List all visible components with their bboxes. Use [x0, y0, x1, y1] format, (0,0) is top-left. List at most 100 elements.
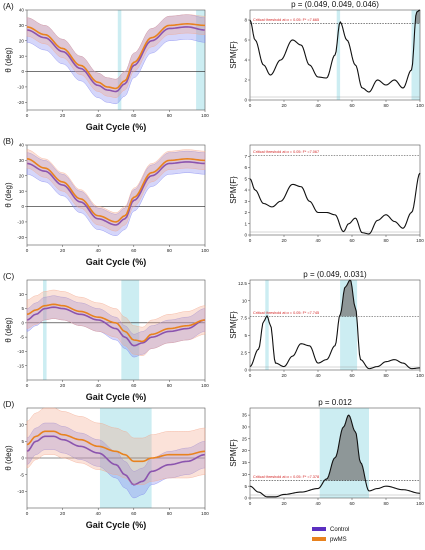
- panel-a-left-band-pwms: [26, 14, 206, 98]
- panel-d-right-ytick-label-1: 5: [244, 484, 247, 489]
- panel-a-left-ytick-label-3: 10: [19, 54, 25, 59]
- panel-c-right-xtick-label-4: 80: [383, 373, 389, 378]
- panel-b-right-ytick-label-7: 7: [244, 154, 247, 159]
- panel-b-left-ytick-label-6: 40: [19, 143, 25, 148]
- row-label-2: (C): [3, 272, 14, 281]
- panel-d-left-ytick-label-1: -5: [20, 472, 25, 477]
- panel-a-right-xtick-label-4: 80: [383, 103, 389, 108]
- panel-c-left-highlight-0: [43, 280, 47, 380]
- panel-d-right-ytick-label-4: 20: [242, 448, 248, 453]
- panel-b-right-spm-line: [249, 172, 421, 235]
- panel-d-left-ytick-label-2: 0: [21, 456, 24, 461]
- panel-a-right-ytick-label-3: 6: [244, 38, 247, 43]
- panel-b-left-band-control: [26, 150, 206, 237]
- panel-a-left-ylabel: θ (deg): [4, 47, 13, 73]
- panel-b-left-ytick-label-3: 10: [19, 189, 25, 194]
- panel-c-right-ytick-label-5: 12.5: [238, 281, 247, 286]
- panel-b-left-ytick-label-0: -20: [17, 235, 24, 240]
- panel-b-left-xtick-label-5: 100: [201, 248, 209, 253]
- panel-a-right-frame: [249, 9, 421, 101]
- legend-label-pwms: pwMS: [330, 537, 347, 543]
- panel-a-right-ytick-label-2: 4: [244, 58, 247, 63]
- legend-label-control: Control: [330, 527, 349, 533]
- panel-c-right-xtick-label-2: 40: [315, 373, 321, 378]
- panel-b-right-xtick-label-4: 80: [383, 238, 389, 243]
- panel-a-right-xtick-label-0: 0: [249, 103, 252, 108]
- panel-b-right-ylabel: SPM{F}: [229, 176, 238, 204]
- panel-d-right-xtick-label-0: 0: [249, 501, 252, 506]
- panel-b-left-ylabel: θ (deg): [4, 182, 13, 208]
- panel-a-right-xtick-label-3: 60: [349, 103, 355, 108]
- panel-c-left-ytick-label-5: 10: [19, 292, 25, 297]
- panel-b-right-panel: 0 20 40 60 80 100 0 1 2 3 4 5 6 7 SPM{F} Critical thres…: [229, 144, 424, 243]
- panel-b-left-xtick-label-2: 40: [96, 248, 102, 253]
- panel-c-left-highlight-1: [121, 280, 140, 380]
- panel-c-right-ytick-label-3: 7.5: [241, 316, 248, 321]
- panel-b-left-frame: [26, 144, 206, 246]
- panel-a-right-xtick-label-1: 20: [281, 103, 287, 108]
- panel-d-right-ytick-label-5: 25: [242, 436, 248, 441]
- panel-c-right-ytick-label-0: 0: [244, 368, 247, 373]
- panel-c-right-highlight-0: [265, 280, 269, 370]
- panel-b-left-band-pwms: [26, 149, 206, 232]
- panel-d-left-panel: 0 20 40 60 80 100 -10 -5 0 5 10 Gait Cycle (%) θ (de…: [3, 400, 209, 530]
- panel-c-left-xlabel: Gait Cycle (%): [86, 392, 147, 402]
- panel-a-right-crit-label: Critical threshold at α = 0.05: F* =7.66…: [253, 18, 319, 22]
- panel-a-left-xtick-label-3: 60: [131, 113, 137, 118]
- panel-a-left-ytick-label-6: 40: [19, 8, 25, 13]
- panel-a-right-xtick-label-5: 100: [416, 103, 424, 108]
- panel-a-left-xlabel: Gait Cycle (%): [86, 122, 147, 132]
- panel-b-right-ytick-label-2: 2: [244, 210, 247, 215]
- panel-c-right-ylabel: SPM{F}: [229, 311, 238, 339]
- panel-c-right-ytick-label-4: 10: [242, 298, 248, 303]
- panel-d-right-pvalue-title: p = 0.012: [318, 398, 352, 407]
- panel-a-left-xtick-label-2: 40: [96, 113, 102, 118]
- panel-c-right-ytick-label-1: 2.5: [241, 350, 248, 355]
- panel-d-right-crit-label: Critical threshold at α = 0.05: F* =7.37…: [253, 475, 319, 479]
- panel-d-left-band-pwms: [26, 407, 206, 485]
- panel-a-right-highlight-0: [336, 10, 341, 100]
- panel-c-right-crit-label: Critical threshold at α = 0.05: F* =7.74…: [253, 311, 319, 315]
- panel-d-right-xtick-label-1: 20: [281, 501, 287, 506]
- panel-c-right-panel: 0 20 40 60 80 100 0 2.5 5 7.5 10 12.5 SPM{F} Critical…: [229, 270, 424, 378]
- panel-d-left-xtick-label-5: 100: [201, 511, 209, 516]
- panel-d-right-ytick-label-3: 15: [242, 460, 248, 465]
- row-label-1: (B): [3, 137, 14, 146]
- panel-d-left-xtick-label-4: 80: [167, 511, 173, 516]
- panel-b-right-xtick-label-3: 60: [349, 238, 355, 243]
- panel-a-right-ylabel: SPM{F}: [229, 41, 238, 69]
- panel-a-right-pvalue-title: p = (0.049, 0.049, 0.046): [291, 0, 379, 9]
- panel-a-left-ytick-label-4: 20: [19, 38, 25, 43]
- panel-a-left-highlight-1: [196, 10, 205, 110]
- panel-a-left-frame: [26, 9, 206, 111]
- panel-b-right-xtick-label-1: 20: [281, 238, 287, 243]
- panel-b-left-ytick-label-2: 0: [21, 204, 24, 209]
- panel-c-left-xtick-label-4: 80: [167, 383, 173, 388]
- panel-d-left-ytick-label-3: 5: [21, 439, 24, 444]
- panel-c-left-ytick-label-4: 5: [21, 306, 24, 311]
- panel-a-right-panel: 0 20 40 60 80 100 0 2 4 6 8 SPM{F} Critical threshol…: [229, 0, 424, 108]
- panel-c-left-ytick-label-2: -5: [20, 335, 25, 340]
- panel-c-left-xtick-label-2: 40: [96, 383, 102, 388]
- panel-d-left-ylabel: θ (deg): [4, 445, 13, 471]
- panel-d-right-frame: [249, 407, 421, 499]
- panel-d-left-ytick-label-4: 10: [19, 422, 25, 427]
- panel-d-right-ylabel: SPM{F}: [229, 439, 238, 467]
- panel-a-left-xtick-label-0: 0: [26, 113, 29, 118]
- panel-d-right-xtick-label-4: 80: [383, 501, 389, 506]
- panel-c-left-panel: 0 20 40 60 80 100 -15 -10 -5 0 5 10 Gait Cycle (%) θ …: [3, 272, 209, 402]
- panel-d-left-xtick-label-3: 60: [131, 511, 137, 516]
- panel-b-right-ytick-label-3: 3: [244, 199, 247, 204]
- panel-c-right-xtick-label-1: 20: [281, 373, 287, 378]
- panel-a-right-highlight-1: [411, 10, 420, 100]
- panel-b-right-ytick-label-0: 0: [244, 233, 247, 238]
- panel-c-right-spm-line: [249, 279, 421, 370]
- panel-b-right-ytick-label-4: 4: [244, 188, 247, 193]
- panel-b-right-ytick-label-6: 6: [244, 165, 247, 170]
- panel-b-left-ytick-label-4: 20: [19, 173, 25, 178]
- panel-d-right-ytick-label-2: 10: [242, 472, 248, 477]
- panel-a-right-ytick-label-4: 8: [244, 18, 247, 23]
- panel-b-left-ytick-label-1: -10: [17, 220, 24, 225]
- panel-d-left-xtick-label-1: 20: [60, 511, 66, 516]
